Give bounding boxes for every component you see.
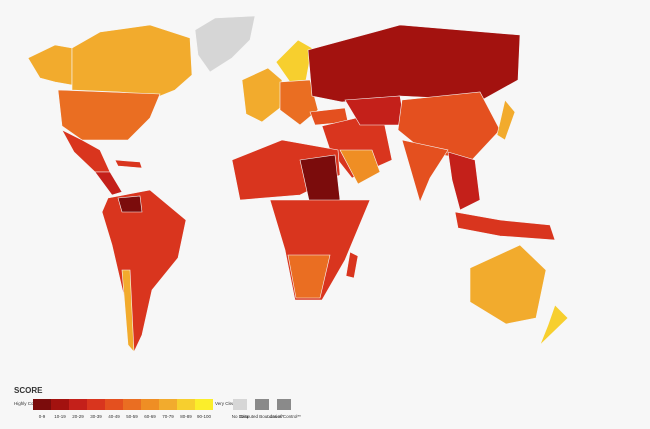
new-zealand (539, 304, 569, 346)
legend-bin-label: 60-69 (144, 414, 156, 419)
europe-east (279, 79, 319, 126)
legend-bin-label: 10-19 (54, 414, 66, 419)
europe-west (241, 67, 283, 123)
legend-high-label: Very Clean (215, 401, 238, 406)
chile (121, 269, 135, 353)
legend-swatch (33, 399, 51, 410)
alaska (27, 44, 73, 86)
legend-swatch (123, 399, 141, 410)
legend-bin-label: 90-100 (197, 414, 212, 419)
scandinavia (275, 39, 313, 83)
legend-title: SCORE (14, 386, 43, 395)
legend-extra-label: Loss of Control** (267, 414, 301, 419)
legend-bin-label: 30-39 (90, 414, 102, 419)
sudan (299, 154, 341, 206)
legend-low-label: Highly Corrupt (14, 401, 44, 406)
canada (71, 24, 193, 97)
legend-extra-swatch (233, 399, 247, 410)
madagascar (345, 251, 359, 279)
arabia (339, 149, 381, 185)
legend-extra-label: Disputed Boundaries* (240, 414, 284, 419)
legend-bin-label: 70-79 (162, 414, 174, 419)
legend-bin-label: 40-49 (108, 414, 120, 419)
australia (469, 244, 547, 325)
legend-bin-label: 20-29 (72, 414, 84, 419)
legend-extra-swatch (277, 399, 291, 410)
legend-swatch (159, 399, 177, 410)
legend-bin-label: 80-89 (180, 414, 192, 419)
legend-swatch (69, 399, 87, 410)
world-map (27, 15, 569, 353)
central-america (94, 171, 123, 196)
south-america (101, 189, 187, 353)
legend-bin-label: 0-9 (39, 414, 46, 419)
legend-swatch (195, 399, 213, 410)
legend-swatch (105, 399, 123, 410)
legend-swatch (141, 399, 159, 410)
legend-swatch (177, 399, 195, 410)
greenland (194, 15, 256, 73)
legend-extra-label: No Data (232, 414, 249, 419)
southeast-asia (447, 151, 481, 211)
legend-swatch (51, 399, 69, 410)
southern-africa (287, 254, 331, 299)
venezuela (117, 195, 143, 213)
indonesia (454, 211, 556, 241)
legend: SCORE Highly Corrupt Very Clean 0-9 10-19… (14, 386, 301, 419)
caribbean (114, 159, 143, 169)
japan (496, 99, 516, 141)
legend-swatch (87, 399, 105, 410)
legend-bin-label: 50-59 (126, 414, 138, 419)
legend-extra-swatch (255, 399, 269, 410)
usa (57, 89, 161, 141)
russia (307, 24, 521, 103)
india (401, 139, 449, 203)
